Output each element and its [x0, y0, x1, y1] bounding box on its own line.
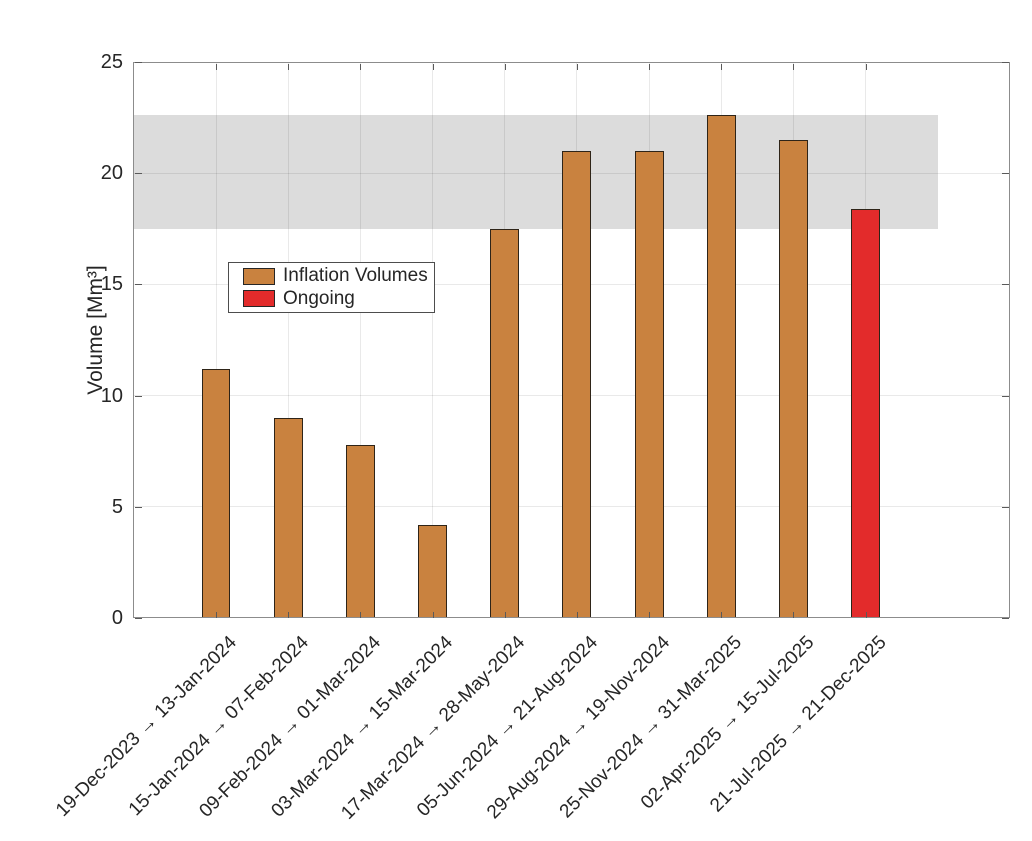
- x-tick-bottom: [865, 612, 867, 618]
- x-tick-top: [288, 63, 290, 70]
- y-tick-label: 25: [100, 51, 123, 73]
- legend-label-ongoing: Ongoing: [283, 287, 355, 309]
- x-tick-bottom: [576, 612, 578, 618]
- x-tick-top: [649, 63, 651, 70]
- x-tick-top: [432, 63, 434, 70]
- x-tick-bottom: [216, 612, 217, 618]
- legend-swatch-inflation: [243, 267, 275, 285]
- y-tick-left: [134, 395, 142, 397]
- bar-inflation-volume: [201, 368, 231, 618]
- legend: Inflation Volumes Ongoing: [228, 262, 435, 313]
- y-tick-right: [1001, 618, 1009, 619]
- legend-swatch-ongoing: [243, 290, 275, 308]
- legend-item-inflation-volumes: Inflation Volumes: [243, 265, 428, 287]
- legend-label-inflation: Inflation Volumes: [283, 265, 428, 287]
- x-tick-top: [360, 63, 362, 70]
- y-tick-label: 20: [100, 162, 123, 185]
- y-tick-left: [134, 62, 142, 63]
- x-tick-bottom: [432, 612, 434, 618]
- x-tick-top: [216, 63, 217, 70]
- y-tick-left: [134, 173, 142, 175]
- y-tick-left: [134, 284, 142, 286]
- y-tick-label: 10: [100, 384, 123, 407]
- y-tick-left: [134, 506, 142, 508]
- x-tick-bottom: [360, 612, 362, 618]
- bar-inflation-volume: [562, 150, 592, 618]
- bar-inflation-volume: [634, 150, 664, 618]
- bar-inflation-volume: [418, 524, 447, 618]
- y-tick-right: [1001, 62, 1009, 63]
- bar-inflation-volume: [345, 444, 375, 618]
- bar-ongoing: [851, 208, 881, 618]
- bar-inflation-volume: [779, 139, 808, 618]
- x-tick-bottom: [793, 612, 795, 618]
- x-tick-top: [793, 63, 795, 70]
- x-gridline: [287, 62, 289, 618]
- x-gridline: [359, 62, 361, 618]
- x-tick-top: [865, 63, 867, 70]
- y-tick-right: [1001, 173, 1009, 175]
- x-tick-bottom: [721, 612, 723, 618]
- x-tick-top: [721, 63, 723, 70]
- x-tick-bottom: [504, 612, 506, 618]
- x-tick-bottom: [649, 612, 651, 618]
- x-tick-top: [504, 63, 506, 70]
- bar-inflation-volume: [490, 228, 520, 618]
- y-tick-label: 15: [100, 273, 123, 296]
- y-tick-left: [134, 618, 142, 619]
- x-tick-bottom: [288, 612, 290, 618]
- x-gridline: [215, 62, 217, 618]
- y-tick-right: [1001, 395, 1009, 397]
- bar-inflation-volume: [273, 417, 303, 618]
- legend-item-ongoing: Ongoing: [243, 288, 428, 310]
- y-tick-label: 5: [111, 495, 123, 518]
- y-tick-right: [1001, 506, 1009, 508]
- y-tick-label: 0: [111, 607, 123, 629]
- bar-inflation-volume: [706, 115, 736, 618]
- x-gridline: [432, 62, 434, 618]
- x-tick-top: [576, 63, 578, 70]
- y-tick-right: [1001, 284, 1009, 286]
